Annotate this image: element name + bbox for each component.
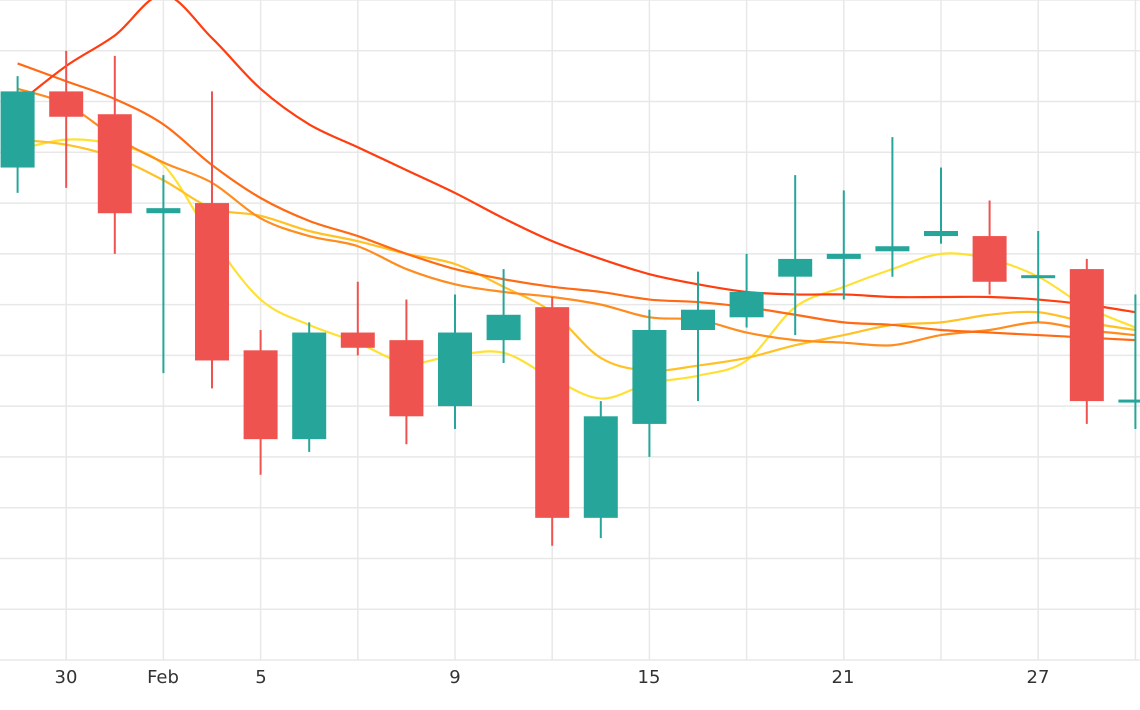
candle-up [875,137,910,277]
candle-up [1118,294,1140,429]
candle-up [778,175,813,336]
x-tick-label: 5 [255,667,266,688]
candle-down [49,50,84,188]
candle-body [97,114,132,214]
candle-up [1021,231,1056,323]
candle-body [389,340,424,417]
candle-body [49,91,84,117]
x-tick-label: 30 [55,667,78,688]
candle-up [146,175,181,374]
candle-body [243,350,278,440]
x-tick-label: 15 [638,667,661,688]
candle-body [438,332,472,407]
candle-body [0,91,35,168]
candle-up [681,271,715,402]
candle-body [924,231,958,237]
candle-body [1069,269,1104,402]
candle-down [243,330,278,475]
x-tick-label: Feb [147,667,179,688]
horizontal-gridlines [0,0,1140,661]
candle-body [486,314,521,341]
candle-up [0,76,35,193]
candle-body [146,208,181,214]
candle-body [1021,275,1056,279]
candle-body [875,246,910,252]
x-tick-label: 21 [832,667,855,688]
candle-up [438,294,472,429]
candle-up [924,167,958,244]
candle-body [535,307,570,518]
moving-average-line-4 [17,62,1136,342]
candle-body [826,253,861,259]
moving-average-line-1 [17,138,1136,400]
moving-average-line-3 [17,87,1136,347]
candle-body [681,309,715,330]
x-tick-label: 9 [449,667,460,688]
candles [0,50,1140,546]
candle-body [340,332,375,348]
candle-body [292,332,327,440]
candle-up [583,401,618,539]
candle-up [826,190,861,300]
candle-down [1069,258,1104,424]
candle-down [195,91,229,389]
candle-body [972,236,1007,282]
candle-body [778,258,813,277]
x-tick-label: 27 [1027,667,1050,688]
candle-down [389,299,424,445]
candle-down [340,281,375,356]
moving-average-line-5 [16,0,1136,314]
candle-down [972,200,1007,295]
candle-body [195,203,229,361]
x-axis: 30 Feb 5 9 15 21 27 [55,667,1050,688]
moving-average-lines [16,0,1136,400]
candle-up [486,269,521,363]
candle-body [1118,399,1140,403]
candle-up [292,322,327,452]
candle-body [583,416,618,518]
candle-down [97,55,132,254]
candle-body [632,330,667,424]
candle-up [729,253,764,328]
candle-down [535,297,570,546]
candle-up [632,309,667,457]
candle-body [729,291,764,318]
